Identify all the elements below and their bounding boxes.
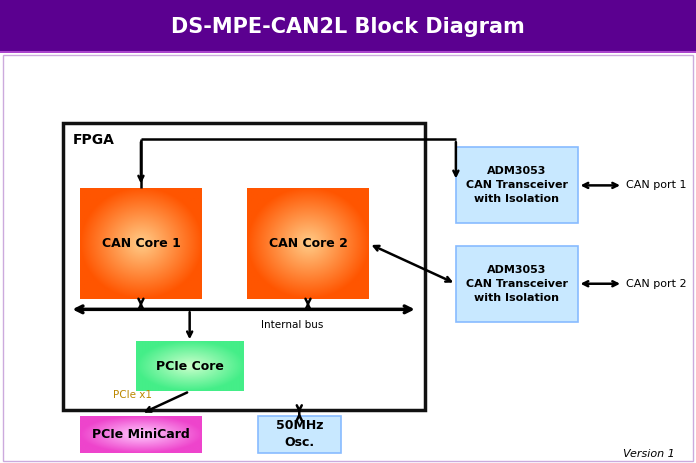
Bar — [80, 416, 202, 453]
Bar — [247, 188, 369, 299]
Text: Version 1: Version 1 — [624, 449, 675, 459]
Text: Internal bus: Internal bus — [261, 319, 324, 330]
Bar — [63, 123, 425, 410]
Text: FPGA: FPGA — [73, 133, 115, 147]
Text: ADM3053
CAN Transceiver
with Isolation: ADM3053 CAN Transceiver with Isolation — [466, 265, 568, 303]
Text: PCIe Core: PCIe Core — [156, 360, 223, 373]
Text: CAN Core 2: CAN Core 2 — [269, 237, 347, 250]
Text: DS-MPE-CAN2L Block Diagram: DS-MPE-CAN2L Block Diagram — [171, 17, 525, 37]
Text: PCIe x1: PCIe x1 — [113, 390, 152, 400]
Bar — [80, 188, 202, 299]
Text: ADM3053
CAN Transceiver
with Isolation: ADM3053 CAN Transceiver with Isolation — [466, 166, 568, 204]
Text: CAN port 1: CAN port 1 — [626, 181, 687, 190]
Bar — [136, 342, 244, 391]
Text: CAN Core 1: CAN Core 1 — [102, 237, 180, 250]
Text: 50MHz
Osc.: 50MHz Osc. — [276, 419, 323, 449]
Bar — [456, 246, 578, 322]
Text: CAN port 2: CAN port 2 — [626, 279, 687, 289]
Text: PCIe MiniCard: PCIe MiniCard — [92, 428, 190, 441]
Bar — [258, 416, 341, 453]
Bar — [456, 148, 578, 223]
